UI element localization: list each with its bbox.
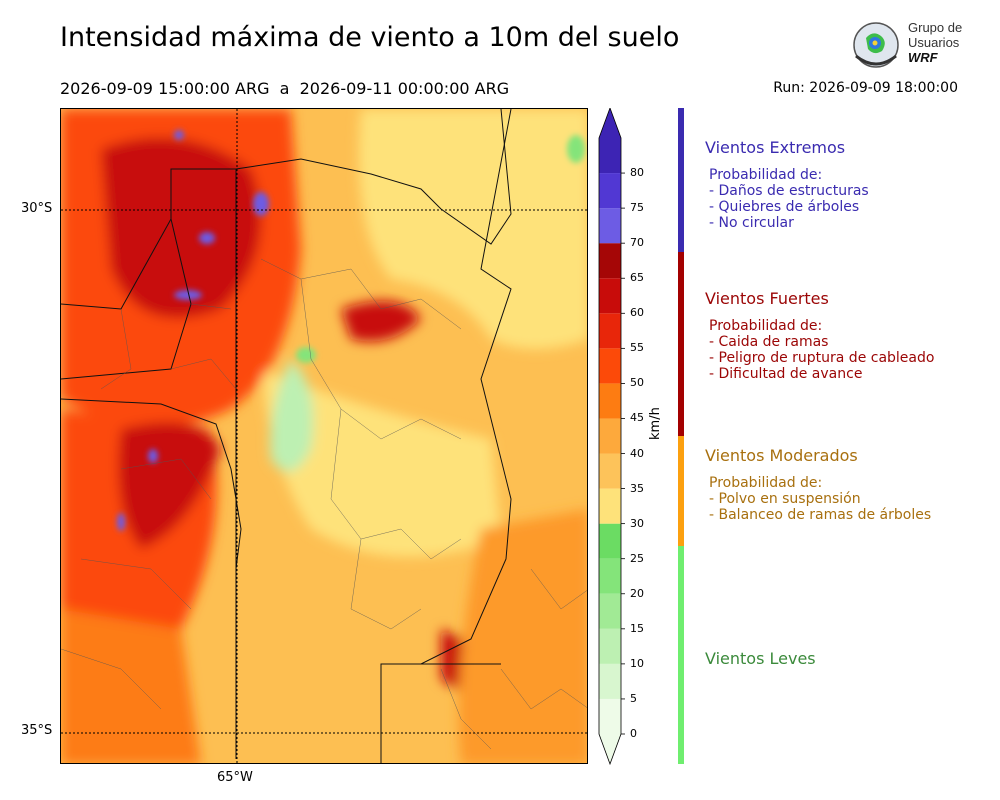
colorbar-tick-label: 25: [630, 551, 644, 565]
category-extreme: Vientos Extremos Probabilidad de: - Daño…: [705, 138, 995, 231]
category-extreme-line: - Quiebres de árboles: [709, 199, 860, 215]
logo-line-1: Grupo de: [908, 20, 963, 35]
category-extreme-title: Vientos Extremos: [705, 138, 846, 157]
colorbar-tick-label: 50: [630, 376, 644, 390]
colorbar-tick-label: 70: [630, 236, 644, 250]
forecast-period: 2026-09-09 15:00:00 ARG a 2026-09-11 00:…: [60, 79, 510, 98]
colorbar-tick-label: 30: [630, 516, 644, 530]
colorbar-segment: [599, 663, 621, 699]
colorbar-segment: [599, 108, 621, 174]
colorbar-tick-label: 65: [630, 271, 644, 285]
colorbar-segment: [599, 383, 621, 419]
colorbar-segment: [599, 488, 621, 524]
wind-map-canvas: [61, 109, 587, 763]
category-strong: Vientos Fuertes Probabilidad de: - Caida…: [705, 289, 995, 382]
graticule: [61, 109, 587, 763]
category-extreme-line: Probabilidad de:: [709, 167, 823, 183]
logo-line-3: WRF: [908, 50, 938, 65]
colorbar-segment: [599, 453, 621, 489]
colorbar-segment: [599, 418, 621, 454]
logo-text: Grupo de Usuarios WRF: [908, 20, 962, 65]
category-moderate-line: Probabilidad de:: [709, 475, 823, 491]
category-extreme-line: - Daños de estructuras: [709, 183, 869, 199]
category-strong-line: Probabilidad de:: [709, 318, 823, 334]
category-strong-line: - Caida de ramas: [709, 334, 829, 350]
category-moderate-title: Vientos Moderados: [705, 446, 858, 465]
logo-line-2: Usuarios: [908, 35, 960, 50]
colorbar-segment: [599, 558, 621, 594]
colorbar: [598, 108, 625, 766]
wind-map: [60, 108, 588, 764]
extreme-wind-patches: [117, 130, 585, 531]
category-strong-desc: Probabilidad de: - Caida de ramas - Peli…: [709, 318, 995, 382]
colorbar-tick-label: 40: [630, 446, 644, 460]
lat-label-30s: 30°S: [21, 201, 53, 216]
grupo-wrf-logo: Grupo de Usuarios WRF: [848, 18, 968, 72]
colorbar-tick-label: 80: [630, 166, 644, 180]
map-title: Intensidad máxima de viento a 10m del su…: [60, 22, 680, 53]
category-moderate-desc: Probabilidad de: - Polvo en suspensión -…: [709, 475, 995, 523]
light-category-bar: [678, 546, 684, 764]
lon-label-65w: 65°W: [217, 770, 253, 785]
colorbar-tick-label: 10: [630, 656, 644, 670]
category-strong-title: Vientos Fuertes: [705, 289, 829, 308]
category-light: Vientos Leves: [705, 649, 995, 668]
extreme-category-bar: [678, 108, 684, 252]
department-borders: [61, 258, 587, 750]
colorbar-tick-label: 35: [630, 481, 644, 495]
colorbar-tick-label: 45: [630, 411, 644, 425]
wind-field: [61, 109, 587, 763]
colorbar-segment: [599, 278, 621, 314]
colorbar-segment: [599, 208, 621, 244]
run-time: Run: 2026-09-09 18:00:00: [773, 80, 958, 96]
colorbar-segment: [599, 348, 621, 384]
colorbar-tick-label: 0: [630, 727, 637, 740]
category-strong-line: - Dificultad de avance: [709, 366, 863, 382]
colorbar-segment: [599, 593, 621, 629]
colorbar-tick-label: 15: [630, 621, 644, 635]
category-moderate-line: - Polvo en suspensión: [709, 491, 861, 507]
colorbar-extend-low: [599, 734, 621, 764]
colorbar-tick-label: 75: [630, 201, 644, 215]
colorbar-segment: [599, 698, 621, 734]
colorbar-tick-label: 55: [630, 341, 644, 355]
colorbar-segment: [599, 173, 621, 209]
colorbar-tick-label: 60: [630, 306, 644, 320]
colorbar-segment: [599, 523, 621, 559]
moderate-category-bar: [678, 436, 684, 546]
province-borders: [61, 109, 512, 763]
category-strong-line: - Peligro de ruptura de cableado: [709, 350, 935, 366]
category-moderate: Vientos Moderados Probabilidad de: - Pol…: [705, 446, 995, 523]
category-moderate-line: - Balanceo de ramas de árboles: [709, 507, 932, 523]
category-light-title: Vientos Leves: [705, 649, 816, 668]
colorbar-tick-label: 5: [630, 691, 637, 705]
colorbar-tick-label: 20: [630, 586, 644, 600]
category-extreme-desc: Probabilidad de: - Daños de estructuras …: [709, 167, 995, 231]
strong-category-bar: [678, 252, 684, 436]
lat-label-35s: 35°S: [21, 723, 53, 738]
colorbar-unit: km/h: [648, 407, 663, 440]
category-extreme-line: - No circular: [709, 215, 794, 231]
globe-logo-icon: [853, 22, 899, 68]
colorbar-segment: [599, 313, 621, 349]
colorbar-segment: [599, 243, 621, 279]
colorbar-segment: [599, 628, 621, 664]
